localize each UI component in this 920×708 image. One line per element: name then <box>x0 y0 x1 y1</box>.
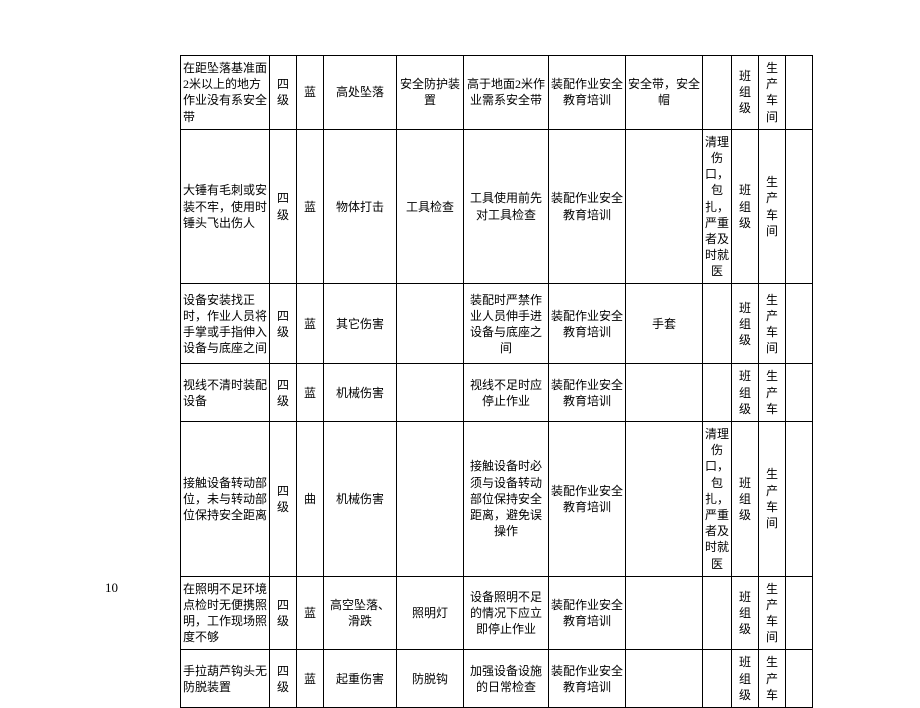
table-cell <box>703 56 732 130</box>
table-cell: 蓝 <box>297 364 324 422</box>
table-cell: 蓝 <box>297 284 324 364</box>
table-cell: 四级 <box>270 576 297 650</box>
table-cell <box>626 650 703 708</box>
table-cell: 手套 <box>626 284 703 364</box>
table-cell: 蓝 <box>297 650 324 708</box>
table-cell: 机械伤害 <box>324 364 397 422</box>
table-cell <box>786 129 813 284</box>
table-cell: 四级 <box>270 129 297 284</box>
table-cell: 接触设备时必须与设备转动部位保持安全距离，避免误操作 <box>464 422 549 577</box>
table-cell: 班组级 <box>732 284 759 364</box>
table-cell <box>786 364 813 422</box>
table-cell <box>626 576 703 650</box>
table-cell <box>626 129 703 284</box>
table-cell <box>626 364 703 422</box>
table-cell: 照明灯 <box>397 576 464 650</box>
table-cell: 在照明不足环境点检时无便携照明，工作现场照度不够 <box>181 576 270 650</box>
table-cell: 装配时严禁作业人员伸手进设备与底座之间 <box>464 284 549 364</box>
table-cell: 生产车 <box>759 364 786 422</box>
table-row: 接触设备转动部位，未与转动部位保持安全距离四级曲机械伤害接触设备时必须与设备转动… <box>181 422 813 577</box>
table-cell: 在距坠落基准面2米以上的地方作业没有系安全带 <box>181 56 270 130</box>
table-cell: 高于地面2米作业需系安全带 <box>464 56 549 130</box>
table-row: 在照明不足环境点检时无便携照明，工作现场照度不够四级蓝高空坠落、滑跌照明灯设备照… <box>181 576 813 650</box>
table-row: 视线不清时装配设备四级蓝机械伤害 视线不足时应停止作业装配作业安全教育培训 班组级生… <box>181 364 813 422</box>
table-cell: 安全防护装置 <box>397 56 464 130</box>
table-cell <box>397 422 464 577</box>
table-cell <box>786 284 813 364</box>
table-cell: 工具使用前先对工具检查 <box>464 129 549 284</box>
table-cell: 起重伤害 <box>324 650 397 708</box>
table-cell: 四级 <box>270 284 297 364</box>
table-cell: 装配作业安全教育培训 <box>549 284 626 364</box>
table-cell <box>786 650 813 708</box>
table-cell: 生产车 <box>759 650 786 708</box>
table-cell: 蓝 <box>297 129 324 284</box>
table-cell: 装配作业安全教育培训 <box>549 576 626 650</box>
table-cell: 班组级 <box>732 129 759 284</box>
table-cell: 大锤有毛刺或安装不牢，使用时锤头飞出伤人 <box>181 129 270 284</box>
table-cell: 四级 <box>270 56 297 130</box>
table-cell: 四级 <box>270 364 297 422</box>
table-cell: 班组级 <box>732 56 759 130</box>
table-cell: 蓝 <box>297 576 324 650</box>
table-cell: 装配作业安全教育培训 <box>549 364 626 422</box>
safety-table: 在距坠落基准面2米以上的地方作业没有系安全带四级蓝高处坠落安全防护装置高于地面2… <box>180 55 813 708</box>
table-row: 在距坠落基准面2米以上的地方作业没有系安全带四级蓝高处坠落安全防护装置高于地面2… <box>181 56 813 130</box>
table-cell: 防脱钩 <box>397 650 464 708</box>
table-cell: 班组级 <box>732 364 759 422</box>
table-cell: 生产车间 <box>759 422 786 577</box>
table-cell: 工具检查 <box>397 129 464 284</box>
table-cell: 蓝 <box>297 56 324 130</box>
table-cell: 清理伤口，包扎，严重者及时就医 <box>703 129 732 284</box>
table-cell: 四级 <box>270 650 297 708</box>
table-cell: 机械伤害 <box>324 422 397 577</box>
table-cell <box>703 576 732 650</box>
table-cell: 清理伤口，包扎，严重者及时就医 <box>703 422 732 577</box>
table-row: 大锤有毛刺或安装不牢，使用时锤头飞出伤人四级蓝物体打击工具检查工具使用前先对工具… <box>181 129 813 284</box>
table-cell: 班组级 <box>732 576 759 650</box>
table-cell: 安全带，安全帽 <box>626 56 703 130</box>
table-cell <box>397 284 464 364</box>
table-cell <box>786 422 813 577</box>
table-cell: 物体打击 <box>324 129 397 284</box>
table-cell <box>626 422 703 577</box>
table-cell: 加强设备设施的日常检查 <box>464 650 549 708</box>
table-cell: 生产车间 <box>759 56 786 130</box>
table-row: 设备安装找正时，作业人员将手掌或手指伸入设备与底座之间四级蓝其它伤害装配时严禁作… <box>181 284 813 364</box>
table-cell: 装配作业安全教育培训 <box>549 650 626 708</box>
table-cell: 生产车间 <box>759 576 786 650</box>
table-cell: 手拉葫芦钩头无防脱装置 <box>181 650 270 708</box>
table-cell: 班组级 <box>732 650 759 708</box>
page-number: 10 <box>105 580 118 596</box>
table-cell: 高空坠落、滑跌 <box>324 576 397 650</box>
table-cell: 班组级 <box>732 422 759 577</box>
table-cell <box>397 364 464 422</box>
table-cell <box>703 364 732 422</box>
table-body: 在距坠落基准面2米以上的地方作业没有系安全带四级蓝高处坠落安全防护装置高于地面2… <box>181 56 813 708</box>
table-cell: 其它伤害 <box>324 284 397 364</box>
table-cell: 四级 <box>270 422 297 577</box>
table-cell: 装配作业安全教育培训 <box>549 56 626 130</box>
table-cell: 生产车间 <box>759 129 786 284</box>
table-cell: 接触设备转动部位，未与转动部位保持安全距离 <box>181 422 270 577</box>
table-row: 手拉葫芦钩头无防脱装置四级蓝起重伤害防脱钩加强设备设施的日常检查装配作业安全教育… <box>181 650 813 708</box>
table-cell: 曲 <box>297 422 324 577</box>
table-cell: 装配作业安全教育培训 <box>549 422 626 577</box>
table-cell: 视线不清时装配设备 <box>181 364 270 422</box>
table-cell <box>786 56 813 130</box>
table-cell: 设备安装找正时，作业人员将手掌或手指伸入设备与底座之间 <box>181 284 270 364</box>
table-cell: 装配作业安全教育培训 <box>549 129 626 284</box>
table-cell: 设备照明不足的情况下应立即停止作业 <box>464 576 549 650</box>
table-cell <box>786 576 813 650</box>
table-cell: 视线不足时应停止作业 <box>464 364 549 422</box>
table-cell: 生产车间 <box>759 284 786 364</box>
table-cell <box>703 284 732 364</box>
table-cell: 高处坠落 <box>324 56 397 130</box>
table-cell <box>703 650 732 708</box>
